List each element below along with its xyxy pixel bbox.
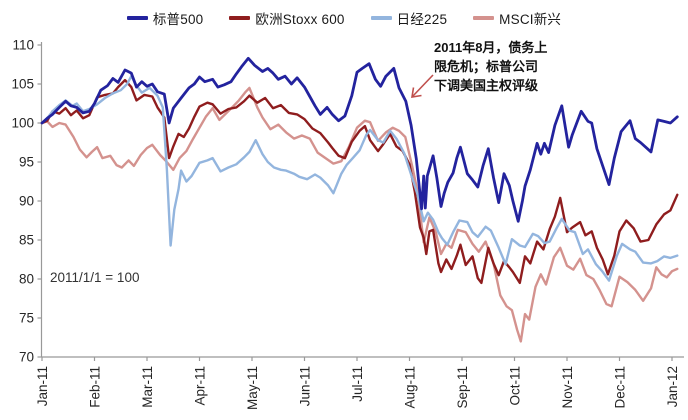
legend-label-sp500: 标普500: [152, 12, 204, 27]
legend-item-nikkei225: 日经225: [370, 8, 448, 28]
y-tick-label: 90: [19, 194, 34, 209]
legend: 标普500 欧洲Stoxx 600 日经225 MSCI新兴: [0, 8, 688, 28]
sp500-line-swatch: [126, 16, 148, 20]
y-tick-label: 105: [11, 77, 34, 92]
y-tick-label: 75: [19, 311, 34, 326]
x-tick-label: Dec-11: [613, 366, 628, 409]
nikkei225-line-swatch: [370, 16, 392, 20]
annotation-arrow-icon: [411, 74, 434, 98]
y-tick-label: 110: [12, 38, 34, 53]
x-tick-label: Feb-11: [88, 366, 103, 408]
legend-item-sp500: 标普500: [126, 8, 204, 28]
x-tick-label: Jan-11: [35, 366, 50, 406]
y-tick-label: 100: [11, 116, 34, 131]
x-tick-label: Jun-11: [298, 366, 313, 406]
annotation-line-1: 2011年8月，债务上: [434, 40, 548, 55]
x-tick-label: Nov-11: [560, 366, 575, 409]
x-tick-label: Mar-11: [140, 366, 155, 408]
x-tick-label: Jan-12: [665, 366, 680, 407]
series-line-msci-em: [40, 86, 679, 343]
y-tick-label: 85: [19, 233, 34, 248]
legend-item-msci-em: MSCI新兴: [473, 8, 561, 28]
legend-label-nikkei225: 日经225: [396, 12, 448, 27]
legend-item-stoxx600: 欧洲Stoxx 600: [229, 8, 344, 28]
x-tick-label: Aug-11: [403, 366, 418, 409]
y-tick-label: 70: [19, 350, 34, 365]
series-line-stoxx600: [40, 78, 679, 285]
annotation-text: 2011年8月，债务上 限危机；标普公司 下调美国主权评级: [434, 38, 594, 95]
x-tick-label: May-11: [245, 366, 260, 410]
base-index-note: 2011/1/1 = 100: [50, 270, 140, 285]
series-line-nikkei225: [40, 74, 679, 282]
annotation-line-3: 下调美国主权评级: [434, 78, 539, 93]
x-tick-label: Oct-11: [508, 366, 523, 406]
y-tick-label: 80: [19, 272, 34, 287]
legend-label-stoxx600: 欧洲Stoxx 600: [255, 12, 345, 27]
x-tick-label: Apr-11: [193, 366, 208, 406]
msci-em-line-swatch: [473, 16, 495, 20]
y-tick-label: 95: [19, 155, 34, 170]
annotation-line-2: 限危机；标普公司: [434, 59, 539, 74]
x-tick-label: Jul-11: [350, 366, 365, 402]
series-line-sp500: [40, 56, 679, 223]
legend-label-msci-em: MSCI新兴: [499, 12, 562, 27]
stoxx600-line-swatch: [229, 16, 251, 20]
annotation-arrowhead-icon: [411, 87, 422, 98]
x-tick-label: Sep-11: [455, 366, 470, 409]
